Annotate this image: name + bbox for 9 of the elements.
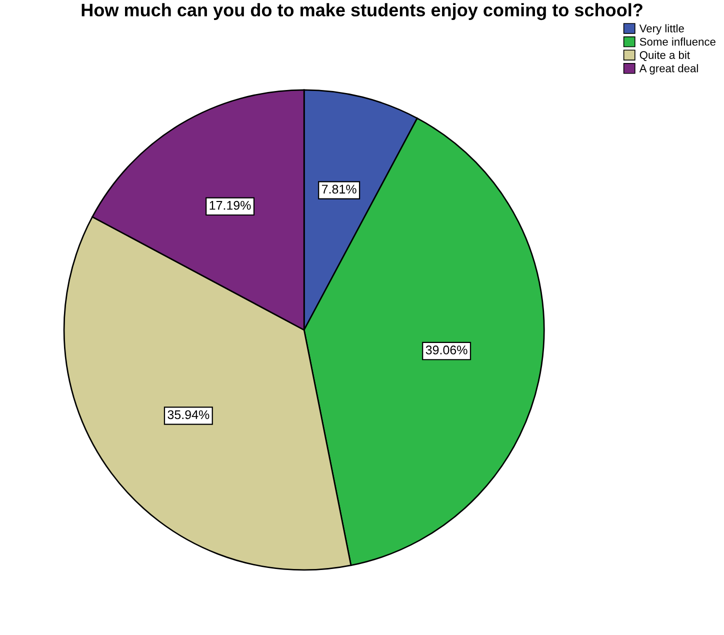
legend-label: Very little [639,24,684,35]
legend-label: Some influence [640,38,716,46]
legend-label: A great deal [639,64,698,74]
chart-title: How much can you do to make students enjoy coming to school? [82,3,642,20]
data-label: 7.81% [322,184,356,194]
data-label: 17.19% [210,200,251,210]
data-label: 39.06% [426,346,468,354]
data-label: 35.94% [168,410,210,420]
legend-label: Quite a bit [640,50,690,61]
